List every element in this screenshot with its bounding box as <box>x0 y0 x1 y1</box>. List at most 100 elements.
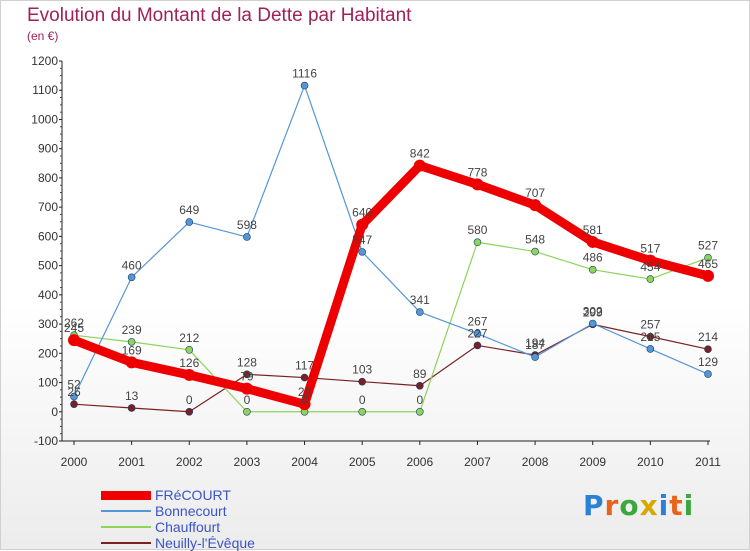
data-label: 194 <box>525 336 545 350</box>
data-label: 52 <box>67 378 81 392</box>
data-point <box>240 382 253 395</box>
y-tick-label: 800 <box>38 171 58 185</box>
data-label: 486 <box>583 251 603 265</box>
y-tick-label: 1200 <box>31 54 58 68</box>
y-tick-label: 700 <box>38 200 58 214</box>
data-point <box>588 265 597 274</box>
data-label: 187 <box>525 338 545 352</box>
data-label: 598 <box>237 218 257 232</box>
data-point <box>646 275 655 283</box>
x-tick-label: 2007 <box>464 455 491 469</box>
x-tick-label: 2010 <box>637 455 664 469</box>
y-tick-label: 600 <box>38 229 58 243</box>
data-label: 302 <box>583 304 603 318</box>
data-point <box>183 368 196 381</box>
data-label: 227 <box>467 326 487 340</box>
data-point <box>702 269 714 282</box>
series-line-0 <box>69 161 713 409</box>
data-point <box>471 178 484 191</box>
y-tick-label: 0 <box>51 405 58 419</box>
data-label: 341 <box>410 293 430 307</box>
y-tick-label: 300 <box>38 317 58 331</box>
series-line-3 <box>73 323 709 413</box>
data-point <box>70 400 78 408</box>
data-point <box>127 273 136 282</box>
data-point <box>298 398 311 411</box>
y-tick-label: 1100 <box>32 83 58 97</box>
brand-letter: x <box>639 489 659 522</box>
legend-item-chauffourt: Chauffourt <box>101 519 255 535</box>
data-label: 547 <box>352 233 372 247</box>
data-label: 129 <box>698 355 718 369</box>
data-point <box>70 392 78 401</box>
brand-letter: P <box>583 489 605 522</box>
brand-letter: t <box>669 489 684 522</box>
data-point <box>531 247 539 256</box>
data-label: 245 <box>64 321 84 335</box>
data-point <box>243 233 251 241</box>
brand-letter: o <box>619 489 640 522</box>
data-label: 548 <box>525 233 545 247</box>
data-point <box>704 370 712 378</box>
data-point <box>646 345 655 353</box>
data-point <box>704 345 712 354</box>
brand-letter: i <box>658 489 670 522</box>
x-tick-label: 2003 <box>234 455 261 469</box>
brand-logo: Proxiti <box>583 489 694 522</box>
data-point <box>68 334 80 347</box>
data-label: 842 <box>410 147 430 161</box>
x-tick-label: 2009 <box>579 455 606 469</box>
data-label: 460 <box>122 258 142 272</box>
data-label: 169 <box>122 343 142 357</box>
data-label: 267 <box>467 315 487 329</box>
data-label: 117 <box>295 359 314 373</box>
data-label: 454 <box>640 260 660 274</box>
data-label: 214 <box>698 330 718 344</box>
data-label: 128 <box>237 355 257 369</box>
y-tick-label: 1000 <box>31 112 58 126</box>
legend-swatch-chauffourt <box>101 526 151 528</box>
data-point <box>185 345 194 354</box>
brand-letter: i <box>683 489 695 522</box>
data-label: 239 <box>122 323 142 337</box>
x-tick-label: 2005 <box>349 455 376 469</box>
data-label: 0 <box>244 393 251 407</box>
y-tick-label: 200 <box>38 346 58 360</box>
data-point <box>473 238 482 247</box>
data-label: 0 <box>186 393 193 407</box>
data-label: 1116 <box>292 67 317 81</box>
y-tick-label: 900 <box>38 142 58 156</box>
data-label: 215 <box>640 330 660 344</box>
data-label: 89 <box>413 367 427 381</box>
data-label: 0 <box>416 393 423 407</box>
data-point <box>531 353 539 361</box>
data-point <box>243 407 251 416</box>
data-label: 465 <box>698 257 718 271</box>
data-point <box>358 248 366 256</box>
series-line-1 <box>73 84 709 398</box>
data-label: 26 <box>298 385 312 399</box>
data-label: 26 <box>67 385 81 399</box>
legend-swatch-frecourt <box>101 490 151 500</box>
data-label: 0 <box>359 393 366 407</box>
data-point <box>127 404 136 412</box>
data-point <box>127 338 136 346</box>
data-label: 707 <box>525 186 545 200</box>
legend-label-chauffourt: Chauffourt <box>155 519 221 535</box>
data-label: 212 <box>179 331 199 345</box>
data-label: 257 <box>640 318 660 332</box>
data-label: 262 <box>64 316 84 330</box>
chart-legend: FRéCOURT Bonnecourt Chauffourt Neuilly-l… <box>101 487 255 551</box>
data-point <box>300 373 309 382</box>
data-label: 103 <box>352 363 372 377</box>
data-point <box>529 199 542 212</box>
legend-label-frecourt: FRéCOURT <box>155 487 231 503</box>
data-label: 79 <box>240 370 254 384</box>
data-point <box>473 341 482 350</box>
legend-item-bonnecourt: Bonnecourt <box>101 503 255 519</box>
data-label: 13 <box>125 389 139 403</box>
data-point <box>646 332 655 341</box>
data-point <box>586 235 599 248</box>
